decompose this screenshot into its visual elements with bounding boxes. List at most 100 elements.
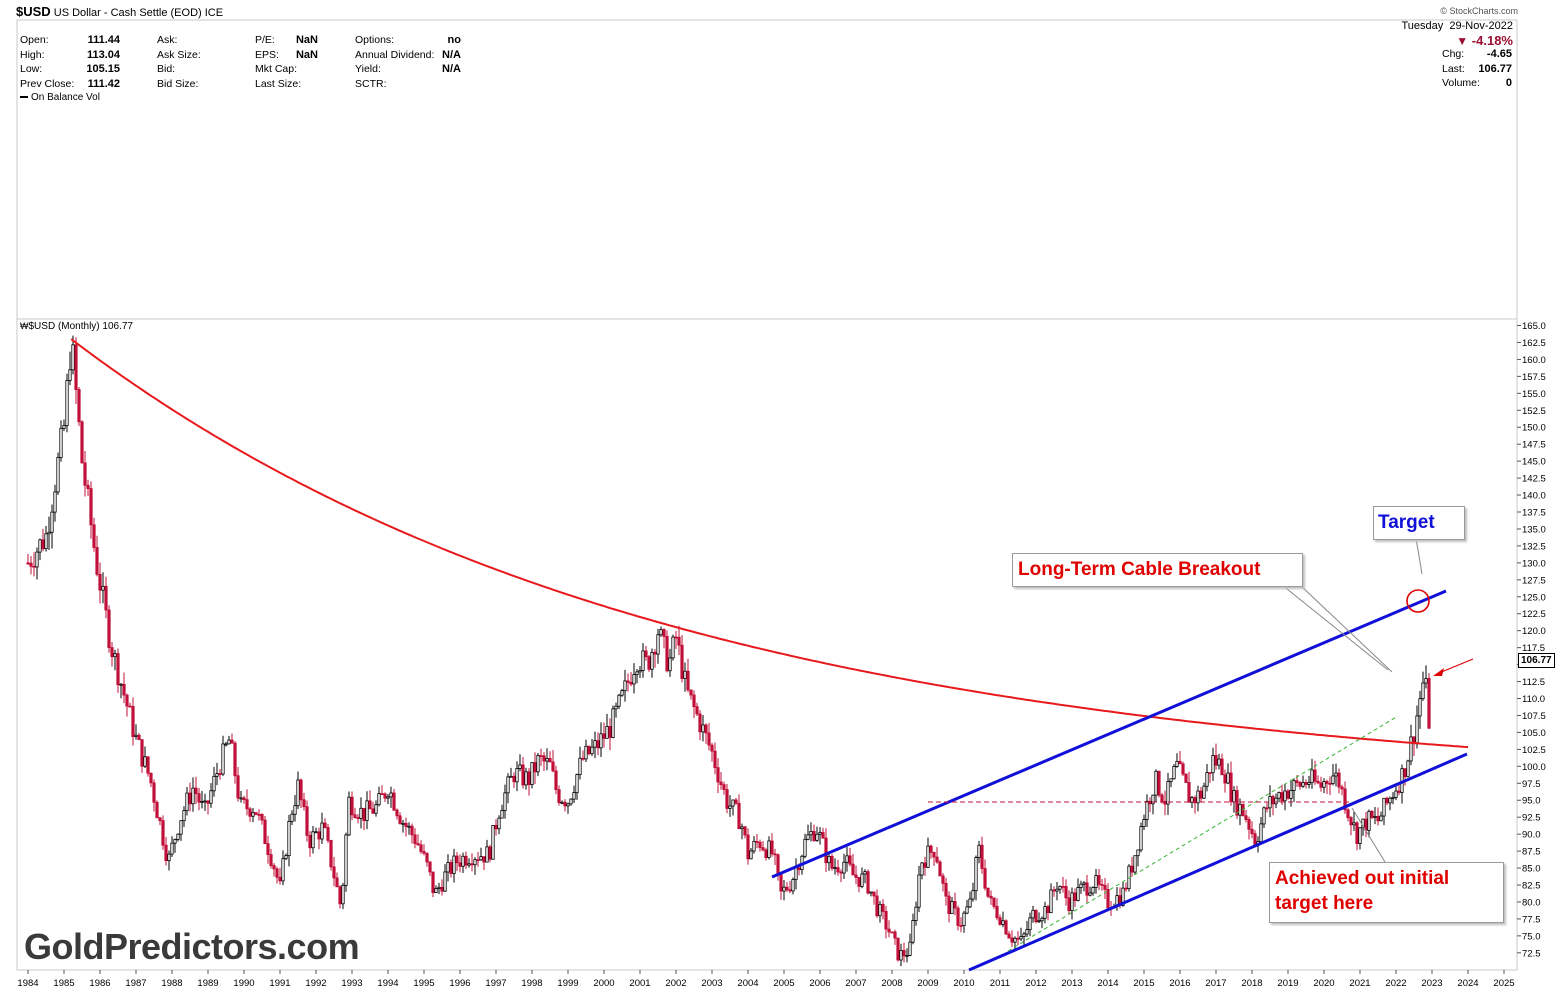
candle-body xyxy=(1136,849,1140,857)
candle-body xyxy=(743,826,747,836)
y-tick-label: 140.0 xyxy=(1522,491,1546,502)
candle-body xyxy=(1268,796,1272,809)
candle-body xyxy=(1145,800,1149,820)
price-legend: ₩$USD (Monthly) 106.77 xyxy=(20,321,133,332)
candle-body xyxy=(1193,797,1197,804)
x-tick-label: 1990 xyxy=(233,978,254,989)
candle-body xyxy=(725,789,729,809)
candle-body xyxy=(92,524,96,548)
x-tick-label: 2007 xyxy=(845,978,866,989)
candle-body xyxy=(605,726,609,739)
candle-body xyxy=(1244,815,1248,820)
candle-body xyxy=(1061,886,1065,888)
candle-body xyxy=(827,855,831,864)
candle-body xyxy=(377,793,381,806)
candle-body xyxy=(614,705,618,710)
candle-body xyxy=(1049,889,1053,914)
candle-body xyxy=(239,797,243,800)
candle-body xyxy=(461,855,465,867)
candle-body xyxy=(203,800,207,803)
candle-body xyxy=(1349,817,1353,826)
candle-body xyxy=(383,793,387,799)
candle-body xyxy=(284,855,288,860)
candle-body xyxy=(833,867,837,869)
candle-body xyxy=(1004,920,1008,935)
candle-body xyxy=(911,920,915,943)
candle-body xyxy=(872,891,876,897)
candle-body xyxy=(752,840,756,852)
candle-body xyxy=(242,797,246,801)
candle-body xyxy=(1067,897,1071,912)
date-line: Tuesday 29-Nov-2022 xyxy=(1401,20,1513,32)
x-tick-label: 2005 xyxy=(773,978,794,989)
candle-body xyxy=(491,825,495,860)
candle-body xyxy=(1007,933,1011,939)
field-label: Mkt Cap: xyxy=(255,63,298,75)
candle-body xyxy=(371,808,375,814)
x-tick-label: 2006 xyxy=(809,978,830,989)
candle-body xyxy=(1319,782,1323,788)
y-tick-label: 165.0 xyxy=(1522,321,1546,332)
candle-body xyxy=(542,755,546,762)
y-tick-label: 85.0 xyxy=(1522,864,1541,875)
candle-body xyxy=(77,389,81,423)
candle-body xyxy=(926,845,930,868)
candle-body xyxy=(1259,823,1263,843)
x-tick-label: 1999 xyxy=(557,978,578,989)
candle-body xyxy=(476,859,480,862)
candle-body xyxy=(1367,810,1371,831)
field-value: 105.15 xyxy=(86,63,120,75)
candle-body xyxy=(1262,807,1266,825)
candle-body xyxy=(170,842,174,855)
candle-body xyxy=(947,895,951,915)
candle-body xyxy=(1385,797,1389,804)
y-tick-label: 82.5 xyxy=(1522,881,1541,892)
candle-body xyxy=(770,840,774,855)
candle-body xyxy=(1352,822,1356,826)
candle-body xyxy=(56,457,60,493)
candle-body xyxy=(932,851,936,858)
candle-body xyxy=(356,817,360,819)
candle-body xyxy=(818,832,822,835)
candle-body xyxy=(413,834,417,844)
candle-body xyxy=(626,680,630,683)
long-term-curve xyxy=(70,338,1469,749)
y-tick-label: 162.5 xyxy=(1522,338,1546,349)
x-tick-label: 2013 xyxy=(1061,978,1082,989)
candle-body xyxy=(569,798,573,805)
candle-body xyxy=(995,905,999,919)
candle-body xyxy=(260,813,264,821)
candle-body xyxy=(101,585,105,591)
candle-body xyxy=(917,874,921,908)
candle-body xyxy=(353,814,357,818)
candle-body xyxy=(230,739,234,744)
field-label: Last Size: xyxy=(255,77,302,90)
candle-body xyxy=(611,708,615,738)
candle-body xyxy=(761,847,765,851)
candle-body xyxy=(1406,760,1410,778)
x-tick-label: 2014 xyxy=(1097,978,1118,989)
candle-body xyxy=(233,742,237,777)
candle-body xyxy=(938,861,942,877)
candle-body xyxy=(386,796,390,799)
field-label: EPS: xyxy=(255,48,279,61)
candle-body xyxy=(1046,906,1050,914)
candle-body xyxy=(650,651,654,670)
candle-body xyxy=(1106,889,1110,909)
x-tick-label: 2018 xyxy=(1241,978,1262,989)
candle-body xyxy=(275,868,279,878)
candle-body xyxy=(359,807,363,819)
field-label: Open: xyxy=(20,34,49,46)
candle-body xyxy=(584,745,588,760)
candle-body xyxy=(1280,792,1284,802)
candle-body xyxy=(134,734,138,737)
candle-body xyxy=(122,683,126,696)
candle-body xyxy=(1013,937,1017,943)
candle-body xyxy=(323,822,327,828)
candle-body xyxy=(194,787,198,795)
candle-body xyxy=(488,846,492,860)
legend-line-icon xyxy=(20,96,28,99)
target-pointer xyxy=(1415,537,1423,575)
candle-body xyxy=(1088,892,1092,896)
candle-body xyxy=(551,761,555,772)
